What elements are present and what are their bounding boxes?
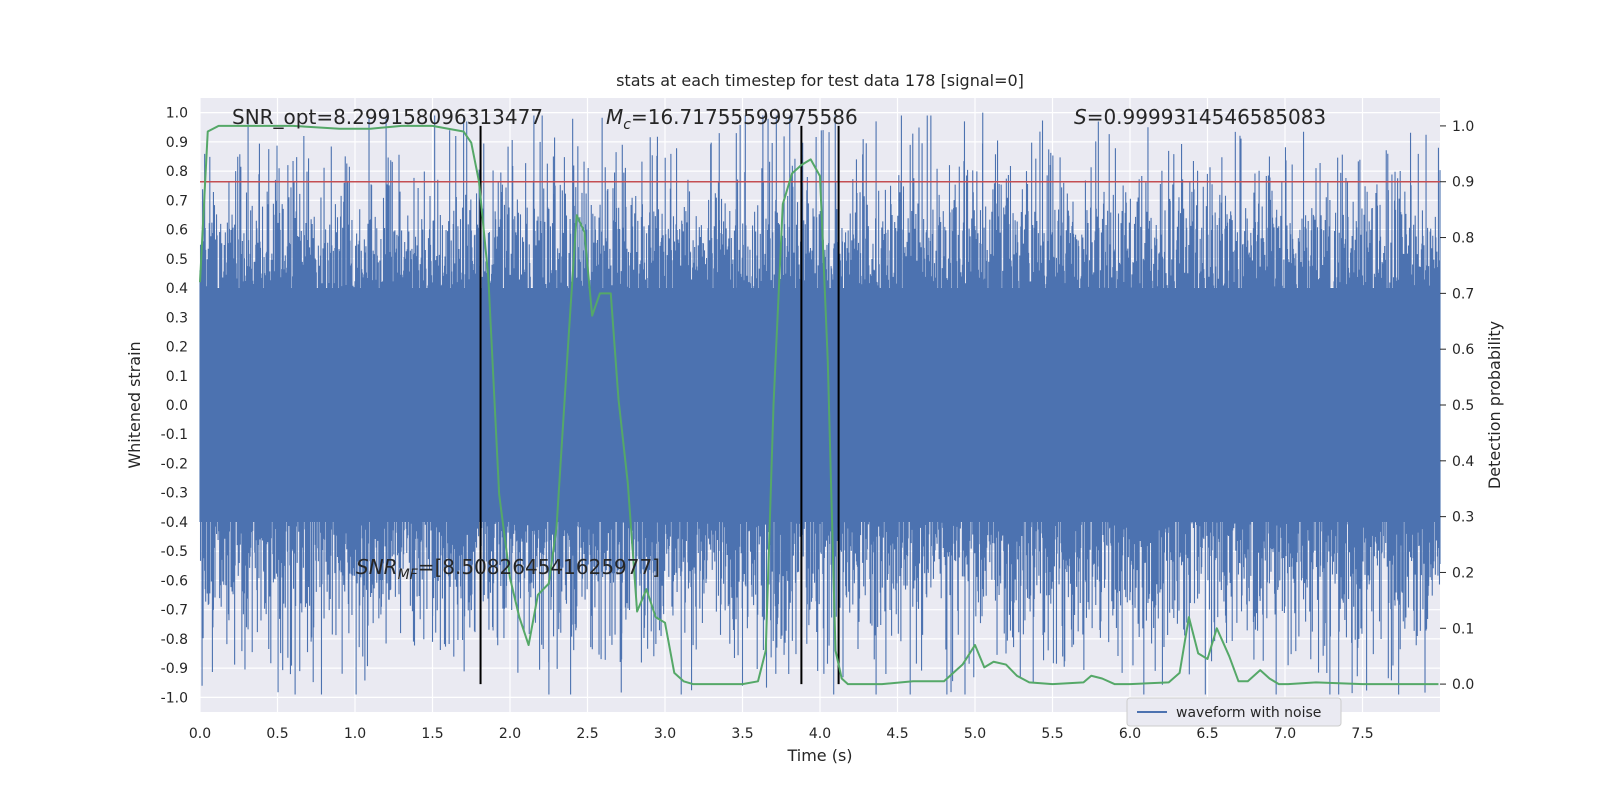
y2-tick-label-0: 1.0 (1452, 119, 1474, 135)
y-tick-label-3: 0.7 (166, 193, 188, 209)
series-detection-probability (199, 124, 1439, 686)
y-tick-label-15: -0.5 (161, 544, 188, 560)
y-tick-label-9: 0.1 (166, 369, 188, 385)
y-tick-label-5: 0.5 (166, 252, 188, 268)
y-tick-label-1: 0.9 (166, 135, 188, 151)
x-tick-label-12: 6.0 (1119, 726, 1141, 742)
x-tick-label-4: 2.0 (499, 726, 521, 742)
annotation-snr-mf-value: =[8.508264541625977] (418, 555, 660, 579)
y-tick-label-17: -0.7 (161, 603, 188, 619)
x-tick-label-8: 4.0 (809, 726, 831, 742)
legend: waveform with noise (1126, 697, 1342, 727)
x-tick-label-5: 2.5 (576, 726, 598, 742)
annotation-chirp-mass: Mc=16.71755599975586 (606, 105, 858, 133)
y-tick-label-16: -0.6 (161, 573, 188, 589)
x-tick-label-7: 3.5 (731, 726, 753, 742)
y-tick-label-14: -0.4 (161, 515, 188, 531)
y-tick-label-12: -0.2 (161, 456, 188, 472)
x-tick-label-9: 4.5 (886, 726, 908, 742)
y2-tick-label-7: 0.3 (1452, 510, 1474, 526)
x-tick-label-2: 1.0 (344, 726, 366, 742)
legend-label-waveform: waveform with noise (1176, 705, 1321, 721)
annotation-chirp-mass-sub: c (623, 117, 631, 133)
x-tick-label-6: 3.0 (654, 726, 676, 742)
x-tick-label-0: 0.0 (189, 726, 211, 742)
annotation-s-value: =0.9999314546585083 (1087, 105, 1326, 129)
annotation-snr-mf: SNRMF=[8.508264541625977] (356, 555, 660, 583)
chart-title: stats at each timestep for test data 178… (616, 71, 1024, 90)
detection-probability-line (199, 124, 1439, 686)
y-tick-label-19: -0.9 (161, 661, 188, 677)
y2-axis-label: Detection probability (1485, 321, 1504, 489)
annotation-snr-mf-sub: MF (398, 567, 419, 583)
y2-tick-label-9: 0.1 (1452, 621, 1474, 637)
vertical-lines-layer (479, 125, 840, 685)
y-tick-label-0: 1.0 (166, 106, 188, 122)
y2-tick-label-5: 0.5 (1452, 398, 1474, 414)
x-tick-label-10: 5.0 (964, 726, 986, 742)
y-tick-label-2: 0.8 (166, 164, 188, 180)
annotation-s: S=0.9999314546585083 (1074, 105, 1326, 129)
x-tick-label-13: 6.5 (1196, 726, 1218, 742)
x-axis-label: Time (s) (786, 746, 852, 765)
annotation-chirp-mass-symbol: M (606, 105, 623, 129)
annotation-s-symbol: S (1074, 105, 1087, 129)
y-tick-label-20: -1.0 (161, 690, 188, 706)
y-tick-label-4: 0.6 (166, 223, 188, 239)
x-tick-label-3: 1.5 (421, 726, 443, 742)
annotation-snr-mf-symbol: SNR (356, 555, 398, 579)
y-tick-label-8: 0.2 (166, 340, 188, 356)
tick-labels-layer: 0.0 0.5 1.0 1.5 2.0 2.5 3.0 3.5 4.0 4.5 5.0 5.5 6.0 6… (161, 106, 1475, 742)
y2-tick-label-8: 0.2 (1452, 565, 1474, 581)
legend-box (1126, 697, 1342, 727)
y2-tick-label-1: 0.9 (1452, 175, 1474, 191)
y-tick-label-10: 0.0 (166, 398, 188, 414)
y-tick-label-13: -0.3 (161, 486, 188, 502)
x-tick-label-14: 7.0 (1274, 726, 1296, 742)
y-tick-label-6: 0.4 (166, 281, 188, 297)
y2-tick-label-3: 0.7 (1452, 286, 1474, 302)
y2-tick-label-10: 0.0 (1452, 677, 1474, 693)
y-tick-label-11: -0.1 (161, 427, 188, 443)
x-tick-label-1: 0.5 (266, 726, 288, 742)
x-tick-label-15: 7.5 (1351, 726, 1373, 742)
annotation-chirp-mass-value: =16.71755599975586 (631, 105, 858, 129)
x-tick-label-11: 5.5 (1041, 726, 1063, 742)
y-axis-label: Whitened strain (125, 341, 144, 468)
y2-tick-label-6: 0.4 (1452, 454, 1474, 470)
y2-tick-label-4: 0.6 (1452, 342, 1474, 358)
y-tick-label-7: 0.3 (166, 310, 188, 326)
annotation-snr-opt: SNR_opt=8.299158096313477 (232, 105, 543, 129)
y2-tick-label-2: 0.8 (1452, 231, 1474, 247)
y-tick-label-18: -0.8 (161, 632, 188, 648)
